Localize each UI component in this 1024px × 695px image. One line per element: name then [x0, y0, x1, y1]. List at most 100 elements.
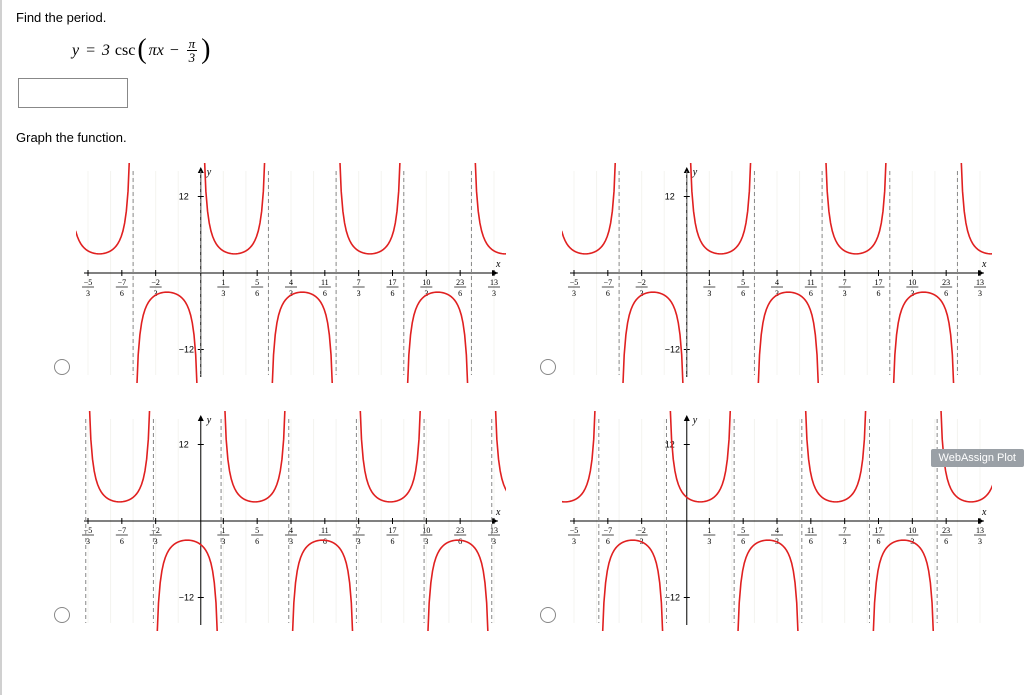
svg-text:12: 12 [665, 192, 675, 202]
svg-text:−5: −5 [84, 278, 93, 287]
radio-option-c[interactable] [54, 607, 70, 623]
svg-text:−2: −2 [151, 526, 160, 535]
svg-text:−5: −5 [570, 526, 579, 535]
svg-text:6: 6 [458, 289, 462, 298]
svg-text:23: 23 [456, 278, 464, 287]
equation: y = 3 csc ( πx − π 3 ) [72, 37, 1010, 64]
svg-text:−7: −7 [604, 278, 613, 287]
svg-text:6: 6 [877, 289, 881, 298]
svg-text:6: 6 [606, 537, 610, 546]
svg-text:3: 3 [707, 289, 711, 298]
svg-text:23: 23 [942, 526, 950, 535]
plot-a: xy12−12−53−76−2313564311673176103236133 [76, 163, 506, 383]
svg-text:1: 1 [707, 278, 711, 287]
plot-d: xy12−12−53−76−2313564311673176103236133 [562, 411, 992, 631]
svg-text:11: 11 [321, 526, 329, 535]
plot-c: xy12−12−53−76−2313564311673176103236133 [76, 411, 506, 631]
svg-text:3: 3 [843, 537, 847, 546]
svg-text:13: 13 [490, 526, 498, 535]
svg-text:10: 10 [908, 278, 916, 287]
svg-text:7: 7 [843, 526, 847, 535]
svg-text:3: 3 [492, 289, 496, 298]
svg-text:7: 7 [357, 526, 361, 535]
svg-text:13: 13 [976, 526, 984, 535]
svg-text:5: 5 [741, 278, 745, 287]
paren-left: ( [137, 39, 146, 61]
svg-text:6: 6 [323, 537, 327, 546]
frac-den: 3 [187, 51, 198, 64]
svg-text:3: 3 [843, 289, 847, 298]
equation-lhs: y [72, 42, 79, 60]
svg-text:y: y [206, 415, 212, 426]
equation-inner-a: πx [149, 42, 164, 60]
plot-option-c: xy12−12−53−76−2313564311673176103236133 [54, 401, 514, 631]
svg-text:3: 3 [221, 289, 225, 298]
svg-text:6: 6 [120, 289, 124, 298]
plot-option-d: xy12−12−53−76−2313564311673176103236133 [540, 401, 1000, 631]
svg-text:17: 17 [389, 526, 397, 535]
frac-num: π [187, 37, 198, 51]
svg-text:y: y [692, 167, 698, 178]
svg-text:−2: −2 [637, 278, 646, 287]
svg-text:3: 3 [221, 537, 225, 546]
svg-text:6: 6 [391, 289, 395, 298]
svg-text:11: 11 [807, 278, 815, 287]
svg-text:3: 3 [707, 537, 711, 546]
svg-text:y: y [206, 167, 212, 178]
svg-text:6: 6 [944, 537, 948, 546]
svg-text:−12: −12 [665, 593, 680, 603]
period-answer-input[interactable] [18, 78, 128, 108]
svg-text:5: 5 [255, 526, 259, 535]
svg-text:3: 3 [978, 289, 982, 298]
svg-text:6: 6 [120, 537, 124, 546]
svg-text:4: 4 [775, 526, 779, 535]
webassign-badge: WebAssign Plot [931, 449, 1024, 467]
paren-right: ) [201, 39, 210, 61]
svg-text:1: 1 [221, 278, 225, 287]
svg-text:6: 6 [458, 537, 462, 546]
svg-text:6: 6 [391, 537, 395, 546]
svg-text:1: 1 [221, 526, 225, 535]
svg-text:5: 5 [255, 278, 259, 287]
plot-b: xy12−12−53−76−2313564311673176103236133 [562, 163, 992, 383]
svg-text:−7: −7 [118, 278, 127, 287]
svg-text:−12: −12 [179, 345, 194, 355]
svg-text:3: 3 [572, 537, 576, 546]
svg-text:3: 3 [289, 537, 293, 546]
equation-equals: = [81, 42, 100, 60]
equation-frac: π 3 [187, 37, 198, 64]
svg-text:3: 3 [572, 289, 576, 298]
radio-option-b[interactable] [540, 359, 556, 375]
plot-option-a: xy12−12−53−76−2313564311673176103236133 [54, 153, 514, 383]
svg-text:6: 6 [877, 537, 881, 546]
plot-option-b: xy12−12−53−76−2313564311673176103236133 [540, 153, 1000, 383]
svg-text:7: 7 [357, 278, 361, 287]
svg-text:−5: −5 [84, 526, 93, 535]
svg-text:3: 3 [154, 537, 158, 546]
svg-text:6: 6 [809, 289, 813, 298]
svg-text:7: 7 [843, 278, 847, 287]
prompt-graph-function: Graph the function. [16, 130, 1010, 145]
svg-text:6: 6 [255, 289, 259, 298]
svg-text:17: 17 [875, 526, 883, 535]
svg-text:12: 12 [179, 192, 189, 202]
svg-text:13: 13 [490, 278, 498, 287]
plots-grid: WebAssign Plot xy12−12−53−76−23135643116… [54, 153, 1010, 631]
svg-text:x: x [495, 259, 501, 270]
svg-text:11: 11 [321, 278, 329, 287]
prompt-find-period: Find the period. [16, 10, 1010, 25]
svg-text:23: 23 [942, 278, 950, 287]
svg-text:12: 12 [179, 440, 189, 450]
svg-text:x: x [981, 507, 987, 518]
radio-option-a[interactable] [54, 359, 70, 375]
svg-text:10: 10 [908, 526, 916, 535]
svg-text:5: 5 [741, 526, 745, 535]
svg-text:6: 6 [741, 289, 745, 298]
svg-text:3: 3 [492, 537, 496, 546]
svg-text:−12: −12 [665, 345, 680, 355]
svg-text:13: 13 [976, 278, 984, 287]
radio-option-d[interactable] [540, 607, 556, 623]
equation-coeff: 3 [102, 42, 110, 60]
svg-text:17: 17 [389, 278, 397, 287]
svg-text:6: 6 [809, 537, 813, 546]
